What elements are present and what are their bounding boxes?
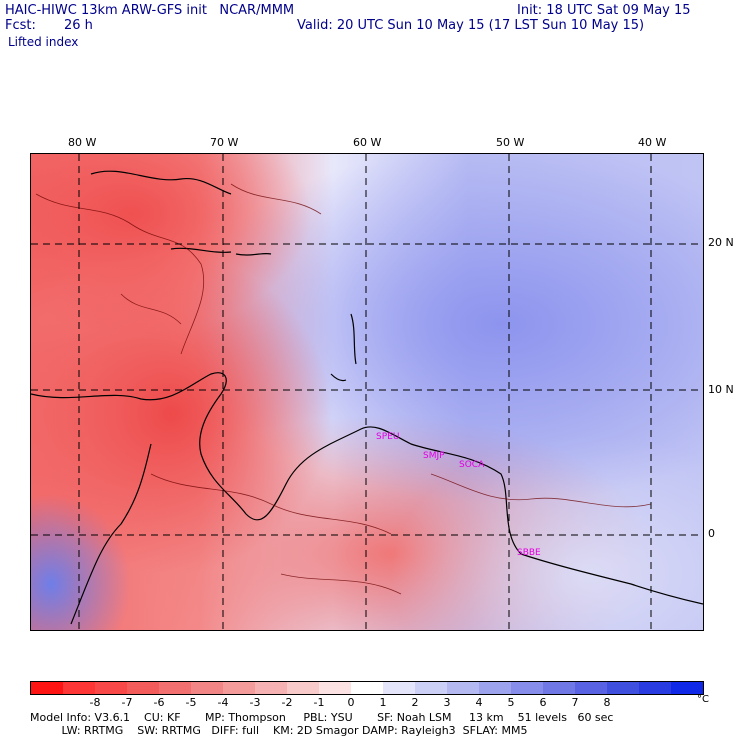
model-title: HAIC-HIWC 13km ARW-GFS init NCAR/MMM <box>5 3 295 18</box>
colorbar-tick-label: -3 <box>249 696 261 709</box>
coastline-puerto-rico <box>235 252 272 256</box>
colorbar-tick-label: -2 <box>281 696 293 709</box>
colorbar-tick-label: 2 <box>411 696 419 709</box>
station-sbbe: SBBE <box>517 548 541 558</box>
colorbar-tick-label: 3 <box>443 696 451 709</box>
colorbar-swatch <box>159 682 191 694</box>
colorbar-swatch <box>639 682 671 694</box>
station-speu: SPEU <box>376 432 400 442</box>
colorbar-tick-label: 0 <box>347 696 355 709</box>
valid-time: Valid: 20 UTC Sun 10 May 15 (17 LST Sun … <box>297 18 645 33</box>
colorbar-swatch <box>255 682 287 694</box>
colorbar-tick-label: -5 <box>185 696 197 709</box>
colorbar-tick-label: 6 <box>539 696 547 709</box>
coastline-andes-west <box>70 443 152 625</box>
colorbar-swatch <box>511 682 543 694</box>
coastline-lesser-antilles <box>330 313 357 382</box>
graticule <box>31 154 703 630</box>
colorbar-swatch <box>319 682 351 694</box>
colorbar-tick-label: 7 <box>571 696 579 709</box>
colorbar-swatch <box>383 682 415 694</box>
lon-label-50w: 50 W <box>496 136 525 149</box>
contours <box>35 183 652 595</box>
lon-label-60w: 60 W <box>353 136 382 149</box>
colorbar-swatch <box>31 682 63 694</box>
forecast-hour: 26 h <box>64 18 93 33</box>
lat-label-0: 0 <box>708 527 715 540</box>
coastline-cuba <box>90 170 232 195</box>
colorbar-tick-label: -1 <box>313 696 325 709</box>
lat-label-10n: 10 N <box>708 383 734 396</box>
map-overlay <box>31 154 703 630</box>
colorbar-tick-label: -8 <box>89 696 101 709</box>
coastline-hispaniola <box>170 247 232 253</box>
init-time: Init: 18 UTC Sat 09 May 15 <box>517 3 691 18</box>
colorbar <box>30 681 704 695</box>
field-name: Lifted index <box>8 35 79 49</box>
lon-label-80w: 80 W <box>68 136 97 149</box>
colorbar-swatch <box>127 682 159 694</box>
colorbar-swatch <box>479 682 511 694</box>
coastline-south-america <box>31 372 703 605</box>
model-info-line-2: LW: RRTMG SW: RRTMG DIFF: full KM: 2D Sm… <box>30 724 528 737</box>
station-soca: SOCA <box>459 460 485 470</box>
colorbar-tick-label: 4 <box>475 696 483 709</box>
lon-label-40w: 40 W <box>638 136 667 149</box>
station-smjp: SMJP <box>423 451 445 461</box>
colorbar-swatch <box>607 682 639 694</box>
colorbar-tick-label: 5 <box>507 696 515 709</box>
lifted-index-map <box>30 153 704 631</box>
colorbar-tick-label: 8 <box>603 696 611 709</box>
colorbar-tick-label: -7 <box>121 696 133 709</box>
colorbar-swatch <box>575 682 607 694</box>
colorbar-swatch <box>415 682 447 694</box>
colorbar-swatch <box>191 682 223 694</box>
colorbar-swatch <box>95 682 127 694</box>
colorbar-tick-label: -6 <box>153 696 165 709</box>
colorbar-swatch <box>543 682 575 694</box>
forecast-label: Fcst: <box>5 18 36 33</box>
colorbar-swatch <box>447 682 479 694</box>
colorbar-tick-label: -4 <box>217 696 229 709</box>
colorbar-swatch <box>671 682 703 694</box>
colorbar-tick-label: 1 <box>379 696 387 709</box>
colorbar-swatch <box>351 682 383 694</box>
colorbar-swatch <box>223 682 255 694</box>
lat-label-20n: 20 N <box>708 236 734 249</box>
coastlines <box>31 170 703 625</box>
colorbar-swatch <box>287 682 319 694</box>
model-info-line-1: Model Info: V3.6.1 CU: KF MP: Thompson P… <box>30 711 614 724</box>
colorbar-unit: °C <box>697 694 709 705</box>
lon-label-70w: 70 W <box>210 136 239 149</box>
colorbar-swatch <box>63 682 95 694</box>
